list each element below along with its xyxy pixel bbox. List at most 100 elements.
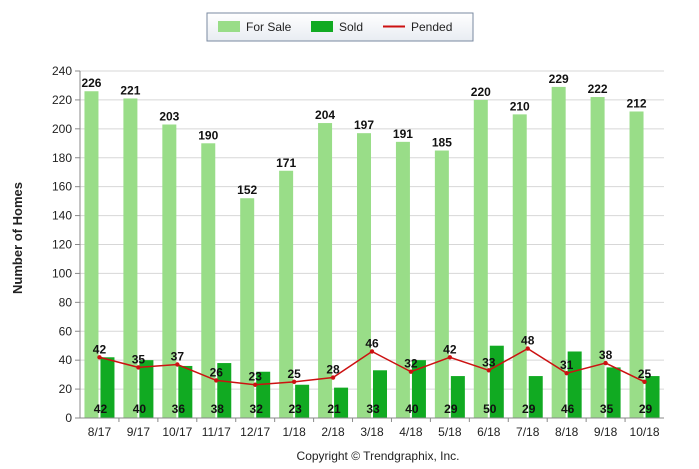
x-tick-label: 11/17 <box>202 425 231 439</box>
label-sold: 23 <box>288 402 302 416</box>
y-tick-label: 20 <box>59 382 73 396</box>
label-sold: 36 <box>172 402 186 416</box>
label-for-sale: 203 <box>159 109 179 123</box>
label-for-sale: 229 <box>549 72 569 86</box>
label-sold: 35 <box>600 402 614 416</box>
bar-sold <box>217 363 232 418</box>
x-tick-label: 7/18 <box>516 425 540 439</box>
label-for-sale: 212 <box>627 96 647 110</box>
y-axis-title: Number of Homes <box>10 182 25 294</box>
y-tick-label: 240 <box>52 64 72 78</box>
label-sold: 46 <box>561 402 575 416</box>
pended-point <box>447 355 453 360</box>
label-for-sale: 197 <box>354 118 374 132</box>
label-for-sale: 204 <box>315 108 335 122</box>
y-tick-label: 40 <box>59 353 73 367</box>
bar-for-sale <box>395 141 410 419</box>
label-pended: 35 <box>132 352 146 366</box>
pended-point <box>253 382 258 387</box>
pended-point <box>525 346 530 351</box>
label-pended: 32 <box>404 357 418 371</box>
label-pended: 38 <box>599 348 613 362</box>
legend-label-sold: Sold <box>339 20 363 34</box>
bar-for-sale <box>279 170 294 418</box>
label-sold: 38 <box>211 402 225 416</box>
bar-for-sale <box>629 111 644 418</box>
label-sold: 40 <box>405 402 419 416</box>
bar-for-sale <box>123 98 138 419</box>
data-labels: 226 42 42 221 40 35 203 36 37 190 38 26 152 32 23 171 23… <box>81 72 652 416</box>
legend-label-pended: Pended <box>411 20 452 34</box>
y-tick-label: 120 <box>52 238 72 252</box>
label-for-sale: 226 <box>81 76 101 90</box>
bar-sold <box>178 365 193 418</box>
bar-for-sale <box>551 86 566 418</box>
x-tick-label: 4/18 <box>399 425 423 439</box>
label-pended: 46 <box>365 336 379 350</box>
bar-sold <box>606 367 621 418</box>
pended-point <box>486 368 491 373</box>
pended-point <box>603 360 608 366</box>
x-tick-label: 1/18 <box>282 425 306 439</box>
pended-point <box>214 378 219 383</box>
bar-for-sale <box>84 91 99 418</box>
label-for-sale: 222 <box>588 82 608 96</box>
x-tick-label: 2/18 <box>321 425 345 439</box>
label-pended: 26 <box>210 365 224 379</box>
x-tick-label: 6/18 <box>477 425 501 439</box>
label-pended: 33 <box>482 355 496 369</box>
bar-sold <box>373 370 387 418</box>
pended-point <box>642 379 647 385</box>
label-sold: 29 <box>444 402 458 416</box>
y-axis: 0 20 40 60 80 100 120 140 160 180 200 220 240 <box>52 64 81 425</box>
bar-for-sale <box>473 99 488 419</box>
pended-point <box>564 370 569 376</box>
label-pended: 25 <box>638 367 652 381</box>
y-tick-label: 0 <box>65 411 72 425</box>
bar-sold <box>139 360 154 418</box>
pended-point <box>97 355 102 360</box>
x-tick-label: 8/17 <box>88 425 112 439</box>
label-sold: 29 <box>522 402 536 416</box>
label-for-sale: 171 <box>276 156 296 170</box>
label-pended: 48 <box>521 334 535 348</box>
bar-for-sale <box>512 114 527 418</box>
plot-area <box>80 70 664 419</box>
x-tick-label: 9/18 <box>594 425 618 439</box>
bar-for-sale <box>590 97 605 419</box>
label-for-sale: 220 <box>471 85 491 99</box>
y-tick-label: 80 <box>59 295 73 309</box>
legend-swatch-for-sale <box>218 21 240 32</box>
y-tick-label: 100 <box>52 266 72 280</box>
legend-box <box>206 12 474 42</box>
bar-for-sale <box>240 198 255 418</box>
y-tick-label: 140 <box>52 209 72 223</box>
x-tick-label: 8/18 <box>555 425 579 439</box>
x-tick-label: 12/17 <box>240 425 270 439</box>
bar-sold <box>450 376 465 418</box>
label-sold: 50 <box>483 402 497 416</box>
label-pended: 25 <box>287 367 301 381</box>
label-for-sale: 190 <box>198 128 218 142</box>
pended-point <box>291 379 297 385</box>
y-tick-label: 60 <box>59 324 73 338</box>
label-pended: 42 <box>443 342 457 356</box>
label-pended: 28 <box>326 363 340 377</box>
bar-sold <box>295 384 310 418</box>
label-sold: 33 <box>366 402 380 416</box>
label-pended: 37 <box>171 350 185 364</box>
label-for-sale: 152 <box>237 183 257 197</box>
x-tick-label: 9/17 <box>127 425 151 439</box>
label-sold: 21 <box>327 402 341 416</box>
label-sold: 40 <box>133 402 147 416</box>
pended-point <box>330 375 336 380</box>
label-for-sale: 191 <box>393 127 413 141</box>
label-pended: 31 <box>560 358 574 372</box>
pended-point <box>369 349 375 354</box>
y-tick-label: 200 <box>52 122 72 136</box>
label-for-sale: 221 <box>120 83 140 97</box>
legend: For Sale Sold Pended <box>206 12 474 42</box>
bar-sold <box>334 387 349 418</box>
x-axis: 8/17 9/17 10/17 11/17 12/17 1/18 2/18 3/18 4/18 5… <box>80 417 664 439</box>
